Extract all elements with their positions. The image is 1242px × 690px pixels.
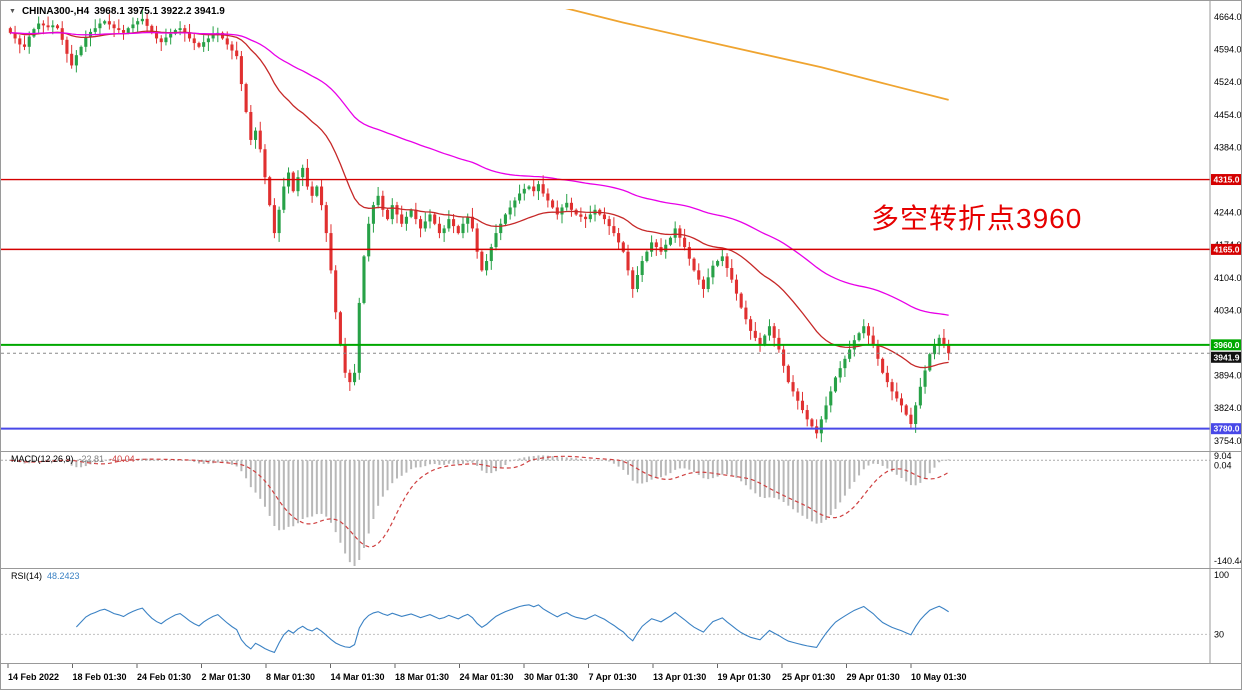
svg-text:-140.44: -140.44 [1214, 556, 1242, 566]
x-axis-label: 24 Mar 01:30 [460, 672, 514, 682]
pivot-annotation: 多空转折点3960 [871, 203, 1083, 234]
price-tag: 4165.0 [1211, 243, 1241, 255]
svg-text:4315.0: 4315.0 [1214, 175, 1240, 185]
macd-name: MACD(12,26,9) [11, 454, 74, 464]
x-axis-label: 14 Mar 01:30 [331, 672, 385, 682]
x-axis-label: 25 Apr 01:30 [782, 672, 835, 682]
macd-main-value: -22.81 [78, 454, 105, 464]
svg-text:3960.0: 3960.0 [1214, 340, 1240, 350]
macd-indicator-label: MACD(12,26,9) -22.81 -40.04 [11, 454, 135, 464]
svg-text:4384.0: 4384.0 [1214, 142, 1242, 152]
chart-ohlc-values: 3968.1 3975.1 3922.2 3941.9 [94, 6, 225, 17]
svg-text:4524.0: 4524.0 [1214, 77, 1242, 87]
chart-title: ▼ CHINA300-,H4 3968.1 3975.1 3922.2 3941… [9, 6, 225, 17]
x-axis-label: 10 May 01:30 [911, 672, 967, 682]
svg-text:3780.0: 3780.0 [1214, 424, 1240, 434]
svg-text:3824.0: 3824.0 [1214, 403, 1242, 413]
time-axis[interactable]: 14 Feb 2022 18 Feb 01:30 24 Feb 01:30 2 Mar… [7, 664, 967, 682]
x-axis-label: 30 Mar 01:30 [524, 672, 578, 682]
macd-histogram [14, 455, 950, 566]
macd-signal-value: -40.04 [109, 454, 135, 464]
x-axis-label: 19 Apr 01:30 [718, 672, 771, 682]
svg-text:3754.0: 3754.0 [1214, 436, 1242, 446]
chart-symbol-timeframe: CHINA300-,H4 [21, 6, 90, 17]
price-tag: 3780.0 [1211, 423, 1241, 435]
x-axis-label: 18 Feb 01:30 [73, 672, 127, 682]
svg-text:3894.0: 3894.0 [1214, 371, 1242, 381]
x-axis-label: 24 Feb 01:30 [137, 672, 191, 682]
symbol-dropdown-icon[interactable]: ▼ [9, 8, 16, 15]
macd-signal-line [10, 455, 949, 548]
svg-text:3941.9: 3941.9 [1214, 352, 1240, 362]
candles-layer [8, 10, 951, 443]
rsi-value: 48.2423 [47, 571, 80, 581]
rsi-indicator-label: RSI(14) 48.2423 [11, 571, 80, 581]
x-axis-label: 7 Apr 01:30 [589, 672, 637, 682]
price-tag: 3941.9 [1211, 351, 1241, 363]
svg-text:4454.0: 4454.0 [1214, 110, 1242, 120]
x-axis-label: 18 Mar 01:30 [395, 672, 449, 682]
svg-text:100: 100 [1214, 570, 1229, 580]
svg-text:4034.0: 4034.0 [1214, 305, 1242, 315]
rsi-line [75, 604, 949, 654]
x-axis-label: 2 Mar 01:30 [202, 672, 251, 682]
svg-text:30: 30 [1214, 629, 1224, 639]
svg-text:4165.0: 4165.0 [1214, 244, 1240, 254]
x-axis-label: 14 Feb 2022 [8, 672, 59, 682]
price-tag: 3960.0 [1211, 339, 1241, 351]
moving-averages [10, 9, 949, 369]
x-axis-label: 13 Apr 01:30 [653, 672, 706, 682]
price-tag: 4315.0 [1211, 174, 1241, 186]
x-axis-label: 8 Mar 01:30 [266, 672, 315, 682]
svg-text:4594.0: 4594.0 [1214, 45, 1242, 55]
svg-text:4664.0: 4664.0 [1214, 12, 1242, 22]
svg-text:9.04: 9.04 [1214, 451, 1232, 461]
price-axis[interactable]: 4664.04594.04524.04454.04384.04314.04244… [1214, 12, 1242, 639]
svg-text:4244.0: 4244.0 [1214, 208, 1242, 218]
x-axis-label: 29 Apr 01:30 [847, 672, 900, 682]
long-ma-line [565, 9, 949, 101]
rsi-name: RSI(14) [11, 571, 43, 581]
svg-text:4104.0: 4104.0 [1214, 273, 1242, 283]
svg-text:0.04: 0.04 [1214, 460, 1232, 470]
